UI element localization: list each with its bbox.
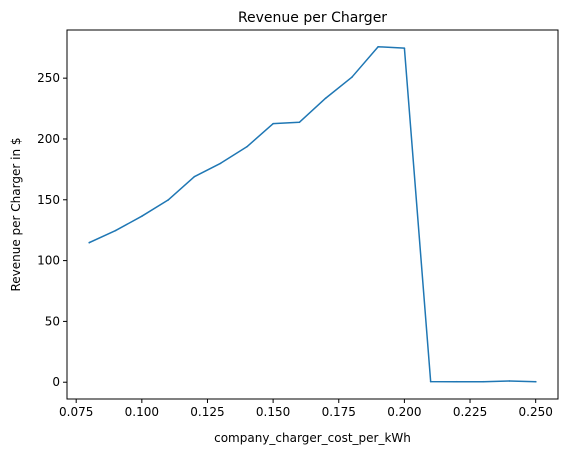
data-point	[88, 241, 91, 244]
y-tick-label: 50	[45, 314, 60, 328]
y-axis-ticks: 0 50 100 150 200 250	[37, 71, 67, 389]
x-tick-label: 0.150	[256, 405, 290, 419]
data-point	[193, 175, 196, 178]
data-point	[377, 45, 379, 48]
plot-area	[66, 29, 559, 400]
x-axis-ticks: 0.075 0.100 0.125 0.150 0.175 0.200 0.225 0.250	[59, 399, 553, 419]
x-tick-label: 0.100	[125, 405, 159, 419]
data-point	[508, 380, 511, 382]
chart-title: Revenue per Charger	[238, 10, 387, 26]
x-axis-label: company_charger_cost_per_kWh	[214, 431, 411, 445]
data-point	[534, 380, 537, 383]
data-point	[482, 380, 484, 383]
data-point	[429, 380, 432, 383]
y-tick-label: 200	[37, 132, 60, 146]
y-tick-label: 250	[37, 71, 60, 85]
data-point	[219, 162, 222, 165]
data-point	[351, 76, 353, 78]
series-line	[88, 46, 537, 383]
data-point	[141, 215, 143, 217]
data-point	[246, 145, 248, 148]
x-tick-label: 0.075	[59, 405, 93, 419]
x-tick-label: 0.125	[190, 405, 224, 419]
data-point	[298, 121, 301, 124]
y-tick-label: 150	[37, 193, 60, 207]
x-tick-label: 0.225	[453, 405, 487, 419]
x-tick-label: 0.175	[322, 405, 356, 419]
series-layer	[88, 45, 537, 383]
data-point	[324, 97, 327, 100]
x-tick-label: 0.200	[387, 405, 421, 419]
y-tick-label: 100	[37, 254, 60, 268]
x-tick-label: 0.250	[519, 405, 553, 419]
data-point	[456, 380, 458, 383]
y-axis-label: Revenue per Charger in $	[9, 137, 23, 291]
data-point	[114, 229, 117, 232]
data-point	[403, 47, 406, 49]
data-point	[167, 199, 169, 201]
data-point	[272, 122, 274, 125]
y-tick-label: 0	[52, 375, 60, 389]
